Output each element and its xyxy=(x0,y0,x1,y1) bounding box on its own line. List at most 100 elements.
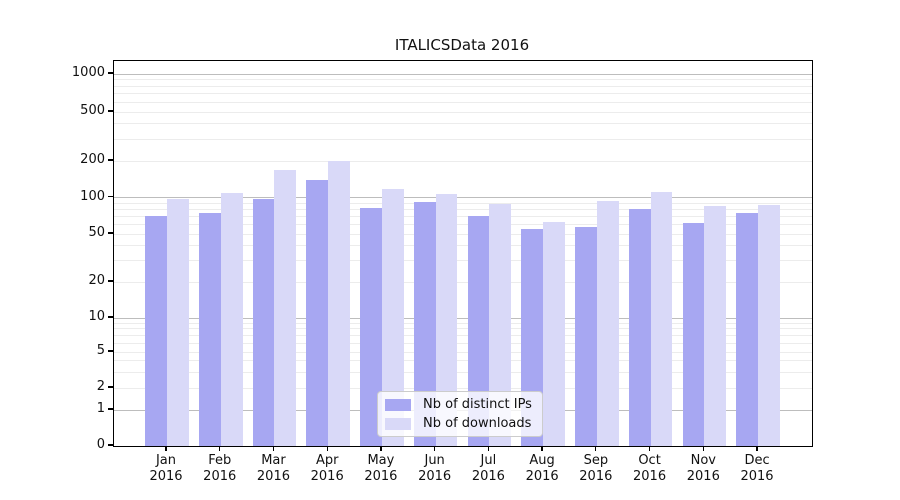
y-tick-label-500: 500 xyxy=(80,103,105,118)
y-tick-label-1: 1 xyxy=(96,401,105,416)
x-tick-1 xyxy=(165,446,167,451)
minor-gridline xyxy=(114,351,812,353)
x-tick-9 xyxy=(595,446,597,451)
bar-downloads-apr xyxy=(328,161,350,446)
minor-gridline xyxy=(114,85,812,87)
x-tick-7 xyxy=(487,446,490,451)
minor-gridline xyxy=(114,328,812,330)
bar-downloads-nov xyxy=(704,206,727,446)
x-tick-label-5: May 2016 xyxy=(364,453,398,484)
plot-area: Nb of distinct IPs Nb of downloads xyxy=(113,60,813,447)
y-tick-50 xyxy=(108,232,113,234)
x-tick-8 xyxy=(541,446,543,451)
x-tick-5 xyxy=(380,446,382,451)
x-tick-label-6: Jun 2016 xyxy=(418,453,452,484)
minor-gridline xyxy=(114,160,812,162)
x-tick-label-1: Jan 2016 xyxy=(149,453,183,484)
minor-gridline xyxy=(114,233,812,235)
chart-title: ITALICSData 2016 xyxy=(394,36,530,54)
minor-gridline xyxy=(114,322,812,324)
x-tick-label-9: Sep 2016 xyxy=(579,453,613,484)
bar-distinct-ips-feb xyxy=(198,213,221,446)
bar-downloads-jul xyxy=(489,203,512,446)
bar-distinct-ips-oct xyxy=(628,209,651,446)
y-tick-label-2: 2 xyxy=(96,379,105,394)
legend-item-downloads: Nb of downloads xyxy=(385,416,536,431)
minor-gridline xyxy=(114,111,812,113)
bar-downloads-sep xyxy=(596,200,619,446)
y-tick-500 xyxy=(108,110,113,112)
x-tick-label-7: Jul 2016 xyxy=(471,453,505,484)
minor-gridline xyxy=(114,223,812,225)
minor-gridline xyxy=(114,208,812,210)
y-tick-1000 xyxy=(108,72,113,74)
x-tick-label-10: Oct 2016 xyxy=(633,453,667,484)
bar-downloads-mar xyxy=(274,169,297,446)
y-tick-200 xyxy=(108,159,113,161)
y-tick-label-5: 5 xyxy=(96,343,105,358)
bar-distinct-ips-jun xyxy=(413,201,436,446)
x-tick-label-12: Dec 2016 xyxy=(740,453,774,484)
legend-swatch-distinct-ips xyxy=(385,398,411,411)
minor-gridline xyxy=(114,101,812,103)
minor-gridline xyxy=(114,93,812,95)
bar-downloads-jun xyxy=(435,194,458,446)
y-tick-label-0: 0 xyxy=(96,437,105,452)
minor-gridline xyxy=(114,342,812,344)
minor-gridline xyxy=(114,138,812,140)
minor-gridline xyxy=(114,79,812,81)
x-tick-6 xyxy=(434,446,436,451)
minor-gridline xyxy=(114,334,812,336)
y-tick-1 xyxy=(108,408,113,410)
y-tick-label-100: 100 xyxy=(80,188,105,204)
minor-gridline xyxy=(114,281,812,283)
bar-distinct-ips-jul xyxy=(467,215,490,446)
x-tick-10 xyxy=(648,446,651,451)
bar-downloads-may xyxy=(381,188,404,446)
y-tick-label-50: 50 xyxy=(88,225,105,240)
minor-gridline xyxy=(114,123,812,125)
legend-swatch-downloads xyxy=(385,417,411,430)
bar-downloads-aug xyxy=(543,221,565,446)
minor-gridline xyxy=(114,202,812,204)
y-tick-5 xyxy=(108,350,113,352)
major-gridline-100 xyxy=(114,197,812,198)
bar-distinct-ips-apr xyxy=(306,179,329,446)
x-tick-3 xyxy=(272,446,275,451)
bar-distinct-ips-dec xyxy=(736,212,759,446)
y-tick-label-20: 20 xyxy=(88,273,105,288)
major-gridline-10 xyxy=(114,317,812,319)
y-tick-label-200: 200 xyxy=(80,152,105,167)
bar-distinct-ips-nov xyxy=(682,222,705,446)
bar-downloads-dec xyxy=(758,204,780,446)
x-tick-label-8: Aug 2016 xyxy=(525,453,559,484)
y-tick-10 xyxy=(108,316,113,318)
legend-label-distinct-ips: Nb of distinct IPs xyxy=(423,397,532,412)
bar-downloads-oct xyxy=(650,192,673,446)
minor-gridline xyxy=(114,245,812,247)
legend-label-downloads: Nb of downloads xyxy=(423,416,532,431)
y-tick-100 xyxy=(108,195,113,198)
bar-distinct-ips-sep xyxy=(575,227,597,446)
y-tick-20 xyxy=(108,280,113,282)
x-tick-4 xyxy=(326,446,328,451)
minor-gridline xyxy=(114,371,812,373)
bar-distinct-ips-may xyxy=(360,207,382,446)
minor-gridline xyxy=(114,360,812,362)
legend: Nb of distinct IPs Nb of downloads xyxy=(377,391,543,437)
bar-downloads-jan xyxy=(167,199,189,446)
x-tick-2 xyxy=(219,446,221,451)
bar-downloads-feb xyxy=(220,193,243,446)
minor-gridline xyxy=(114,260,812,262)
x-tick-label-4: Apr 2016 xyxy=(310,453,344,484)
legend-item-distinct-ips: Nb of distinct IPs xyxy=(385,397,536,412)
major-gridline-1000 xyxy=(114,73,812,75)
x-tick-label-2: Feb 2016 xyxy=(203,453,237,484)
x-tick-12 xyxy=(756,446,758,451)
x-tick-11 xyxy=(702,446,704,451)
y-tick-label-1000: 1000 xyxy=(71,65,105,80)
bar-distinct-ips-jan xyxy=(145,215,167,446)
minor-gridline xyxy=(114,215,812,217)
x-tick-label-3: Mar 2016 xyxy=(256,453,290,484)
